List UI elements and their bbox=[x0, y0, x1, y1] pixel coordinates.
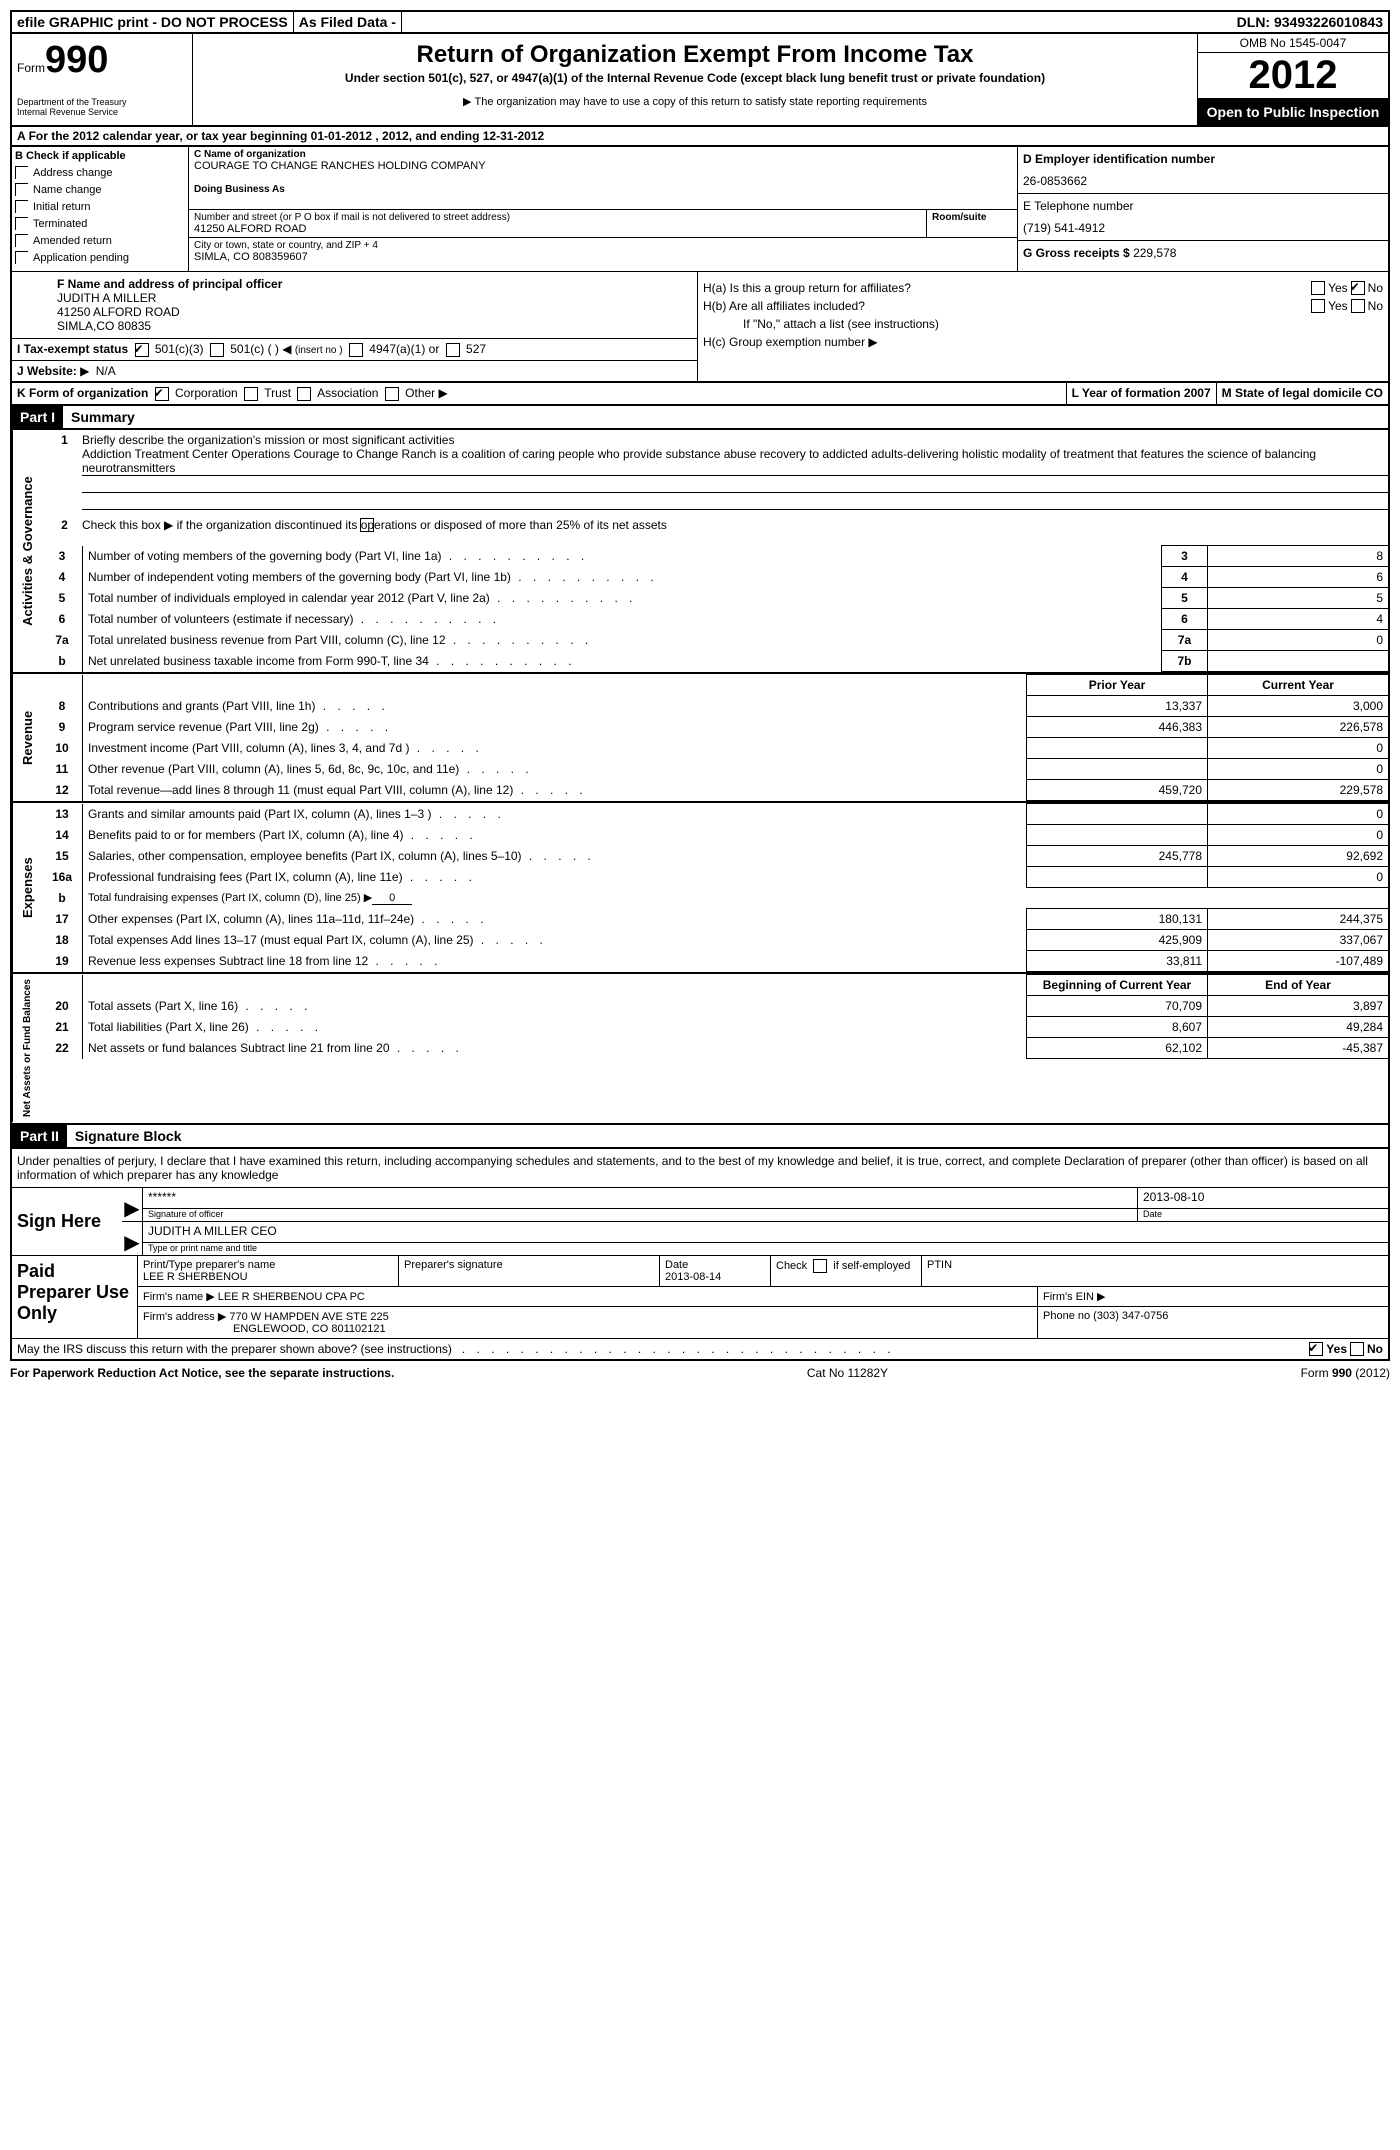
officer-printed-name: JUDITH A MILLER CEO bbox=[143, 1222, 1388, 1243]
year-formation: L Year of formation 2007 bbox=[1066, 383, 1216, 404]
section-d: D Employer identification number 26-0853… bbox=[1018, 147, 1388, 271]
state-domicile: M State of legal domicile CO bbox=[1216, 383, 1388, 404]
part1-header: Part I Summary bbox=[10, 406, 1390, 430]
row-k: K Form of organization Corporation Trust… bbox=[10, 383, 1390, 406]
ein: 26-0853662 bbox=[1023, 174, 1383, 188]
chk-527[interactable] bbox=[446, 343, 460, 357]
chk-terminated[interactable]: Terminated bbox=[15, 217, 185, 230]
org-street: 41250 ALFORD ROAD bbox=[194, 223, 921, 235]
form-number-box: Form990 Department of the Treasury Inter… bbox=[12, 34, 193, 125]
chk-4947[interactable] bbox=[349, 343, 363, 357]
paid-preparer-label: Paid Preparer Use Only bbox=[12, 1256, 138, 1338]
revenue-table: Prior Year Current Year 8 Contributions … bbox=[42, 674, 1388, 801]
summary-revenue: Revenue Prior Year Current Year 8 Contri… bbox=[10, 674, 1390, 803]
dept-treasury: Department of the Treasury bbox=[17, 97, 187, 107]
vtab-rev: Revenue bbox=[12, 674, 42, 801]
open-inspection: Open to Public Inspection bbox=[1198, 99, 1388, 125]
section-b: B Check if applicable Address change Nam… bbox=[12, 147, 189, 271]
signature-block: Under penalties of perjury, I declare th… bbox=[10, 1149, 1390, 1361]
chk-trust[interactable] bbox=[244, 387, 258, 401]
row-i: I Tax-exempt status 501(c)(3) 501(c) ( )… bbox=[12, 338, 697, 360]
chk-other[interactable] bbox=[385, 387, 399, 401]
org-city: SIMLA, CO 808359607 bbox=[194, 251, 1012, 263]
preparer-name: LEE R SHERBENOU bbox=[143, 1271, 393, 1283]
irs-discuss: May the IRS discuss this return with the… bbox=[12, 1338, 1388, 1359]
chk-hb-no[interactable] bbox=[1351, 299, 1365, 313]
chk-discuss-no[interactable] bbox=[1350, 1342, 1364, 1356]
chk-amended[interactable]: Amended return bbox=[15, 234, 185, 247]
expenses-table: 13 Grants and similar amounts paid (Part… bbox=[42, 803, 1388, 972]
sign-here-label: Sign Here bbox=[12, 1188, 122, 1255]
org-name: COURAGE TO CHANGE RANCHES HOLDING COMPAN… bbox=[194, 160, 1012, 172]
section-h: H(a) Is this a group return for affiliat… bbox=[698, 272, 1388, 381]
tax-year: 2012 bbox=[1198, 53, 1388, 99]
officer-street: 41250 ALFORD ROAD bbox=[57, 305, 692, 319]
period-bar: A For the 2012 calendar year, or tax yea… bbox=[10, 127, 1390, 147]
officer-signature[interactable]: ****** bbox=[143, 1188, 1137, 1209]
main-info: B Check if applicable Address change Nam… bbox=[10, 147, 1390, 272]
chk-assoc[interactable] bbox=[297, 387, 311, 401]
firm-address: 770 W HAMPDEN AVE STE 225 bbox=[229, 1311, 388, 1323]
dln: DLN: 93493226010843 bbox=[1232, 12, 1388, 32]
chk-corp[interactable] bbox=[155, 387, 169, 401]
chk-ha-yes[interactable] bbox=[1311, 281, 1325, 295]
as-filed: As Filed Data - bbox=[294, 12, 402, 32]
phone: (719) 541-4912 bbox=[1023, 221, 1383, 235]
title-box: Return of Organization Exempt From Incom… bbox=[193, 34, 1197, 125]
firm-name: LEE R SHERBENOU CPA PC bbox=[218, 1291, 365, 1303]
summary-ag: Activities & Governance 1 Briefly descri… bbox=[10, 430, 1390, 675]
section-c: C Name of organization COURAGE TO CHANGE… bbox=[189, 147, 1018, 271]
firm-phone: (303) 347-0756 bbox=[1093, 1310, 1168, 1322]
year-box: OMB No 1545-0047 2012 Open to Public Ins… bbox=[1197, 34, 1388, 125]
netassets-table: Beginning of Current Year End of Year 20… bbox=[42, 974, 1388, 1059]
gross-receipts: 229,578 bbox=[1133, 246, 1176, 260]
chk-discuss-yes[interactable] bbox=[1309, 1342, 1323, 1356]
efile-notice: efile GRAPHIC print - DO NOT PROCESS bbox=[12, 12, 294, 32]
form-note: The organization may have to use a copy … bbox=[198, 95, 1192, 108]
preparer-date: 2013-08-14 bbox=[665, 1271, 765, 1283]
ag-table: 3 Number of voting members of the govern… bbox=[42, 545, 1388, 672]
chk-ha-no[interactable] bbox=[1351, 281, 1365, 295]
row-j: J Website: N/A bbox=[12, 360, 697, 381]
part2-header: Part II Signature Block bbox=[10, 1125, 1390, 1149]
top-bar: efile GRAPHIC print - DO NOT PROCESS As … bbox=[10, 10, 1390, 34]
chk-initial-return[interactable]: Initial return bbox=[15, 200, 185, 213]
vtab-na: Net Assets or Fund Balances bbox=[12, 974, 42, 1122]
sig-date: 2013-08-10 bbox=[1138, 1188, 1388, 1209]
summary-expenses: Expenses 13 Grants and similar amounts p… bbox=[10, 803, 1390, 974]
chk-501c[interactable] bbox=[210, 343, 224, 357]
mission-text: Addiction Treatment Center Operations Co… bbox=[82, 447, 1388, 476]
form-subtitle: Under section 501(c), 527, or 4947(a)(1)… bbox=[198, 71, 1192, 85]
officer-city: SIMLA,CO 80835 bbox=[57, 319, 692, 333]
section-fh: F Name and address of principal officer … bbox=[10, 272, 1390, 383]
form-header: Form990 Department of the Treasury Inter… bbox=[10, 34, 1390, 127]
omb-number: OMB No 1545-0047 bbox=[1198, 34, 1388, 53]
section-f: F Name and address of principal officer … bbox=[12, 272, 698, 381]
vtab-exp: Expenses bbox=[12, 803, 42, 972]
chk-501c3[interactable] bbox=[135, 343, 149, 357]
chk-name-change[interactable]: Name change bbox=[15, 183, 185, 196]
chk-address-change[interactable]: Address change bbox=[15, 166, 185, 179]
vtab-ag: Activities & Governance bbox=[12, 430, 42, 673]
form-title: Return of Organization Exempt From Incom… bbox=[198, 41, 1192, 69]
officer-name: JUDITH A MILLER bbox=[57, 291, 692, 305]
chk-hb-yes[interactable] bbox=[1311, 299, 1325, 313]
summary-netassets: Net Assets or Fund Balances Beginning of… bbox=[10, 974, 1390, 1124]
chk-pending[interactable]: Application pending bbox=[15, 251, 185, 264]
page-footer: For Paperwork Reduction Act Notice, see … bbox=[10, 1361, 1390, 1385]
dept-irs: Internal Revenue Service bbox=[17, 107, 187, 117]
website: N/A bbox=[96, 364, 116, 378]
perjury-declaration: Under penalties of perjury, I declare th… bbox=[12, 1149, 1388, 1187]
